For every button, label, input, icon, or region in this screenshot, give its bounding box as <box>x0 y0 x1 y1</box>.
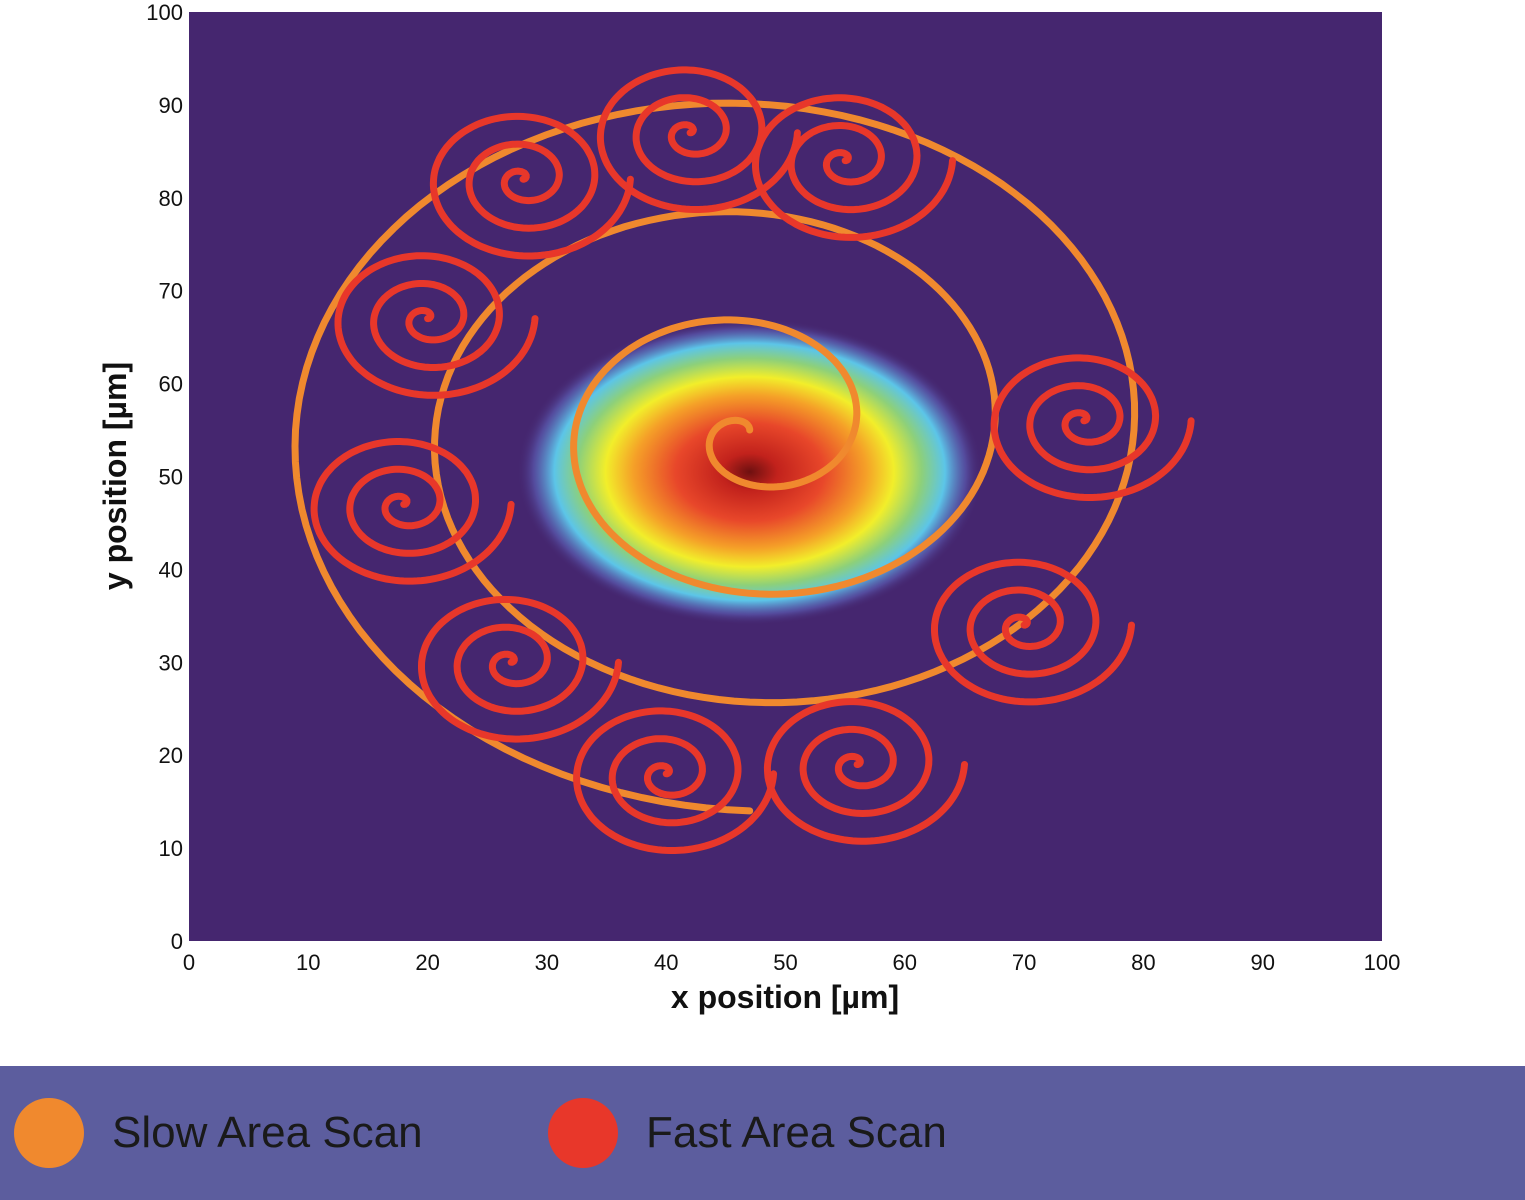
x-tick-label: 80 <box>1131 950 1155 975</box>
x-tick-label: 0 <box>183 950 195 975</box>
y-tick-label: 80 <box>159 186 183 211</box>
fast-area-scan-spiral <box>596 66 801 213</box>
x-tick-label: 100 <box>1364 950 1401 975</box>
x-axis-title: x position [µm] <box>671 979 899 1015</box>
legend-label-slow-area-scan: Slow Area Scan <box>112 1108 423 1157</box>
y-axis-ticks: 0 10 20 30 40 50 60 70 80 90 100 <box>146 0 183 954</box>
x-tick-label: 40 <box>654 950 678 975</box>
y-tick-label: 100 <box>146 0 183 25</box>
fast-area-scan-spiral <box>763 698 968 845</box>
y-tick-label: 20 <box>159 743 183 768</box>
fast-area-scan-spiral <box>334 252 539 399</box>
fast-area-scan-spiral <box>429 112 634 260</box>
legend-item-slow-area-scan: Slow Area Scan <box>14 1066 423 1200</box>
x-tick-label: 50 <box>773 950 797 975</box>
y-axis-title: y position [µm] <box>97 362 133 590</box>
y-tick-label: 60 <box>159 372 183 397</box>
chart-figure: 0 10 20 30 40 50 60 70 80 90 100 0 10 20 30 40 50 60 70 80… <box>97 0 1400 1015</box>
legend: Slow Area Scan Fast Area Scan <box>0 1066 1525 1200</box>
x-tick-label: 90 <box>1250 950 1274 975</box>
slow-area-scan-swatch <box>14 1098 84 1168</box>
y-tick-label: 70 <box>159 279 183 304</box>
fast-scan-layer <box>310 66 1195 854</box>
intensity-heatmap-spot <box>517 318 983 626</box>
y-tick-label: 30 <box>159 650 183 675</box>
fast-area-scan-swatch <box>548 1098 618 1168</box>
fast-area-scan-spiral <box>418 595 622 743</box>
x-tick-label: 60 <box>893 950 917 975</box>
fast-area-scan-spiral <box>990 354 1195 501</box>
legend-label-fast-area-scan: Fast Area Scan <box>646 1108 947 1157</box>
x-axis-ticks: 0 10 20 30 40 50 60 70 80 90 100 <box>183 950 1400 975</box>
y-tick-label: 40 <box>159 557 183 582</box>
legend-item-fast-area-scan: Fast Area Scan <box>548 1066 947 1200</box>
fast-area-scan-spiral <box>310 438 515 585</box>
y-tick-label: 50 <box>159 465 183 490</box>
x-tick-label: 20 <box>415 950 439 975</box>
x-tick-label: 10 <box>296 950 320 975</box>
fast-area-scan-spiral <box>931 558 1135 706</box>
y-tick-label: 0 <box>171 929 183 954</box>
fast-area-scan-spiral <box>573 707 778 854</box>
x-tick-label: 70 <box>1012 950 1036 975</box>
y-tick-label: 90 <box>159 93 183 118</box>
y-tick-label: 10 <box>159 836 183 861</box>
fast-area-scan-spiral <box>752 94 956 241</box>
x-tick-label: 30 <box>535 950 559 975</box>
